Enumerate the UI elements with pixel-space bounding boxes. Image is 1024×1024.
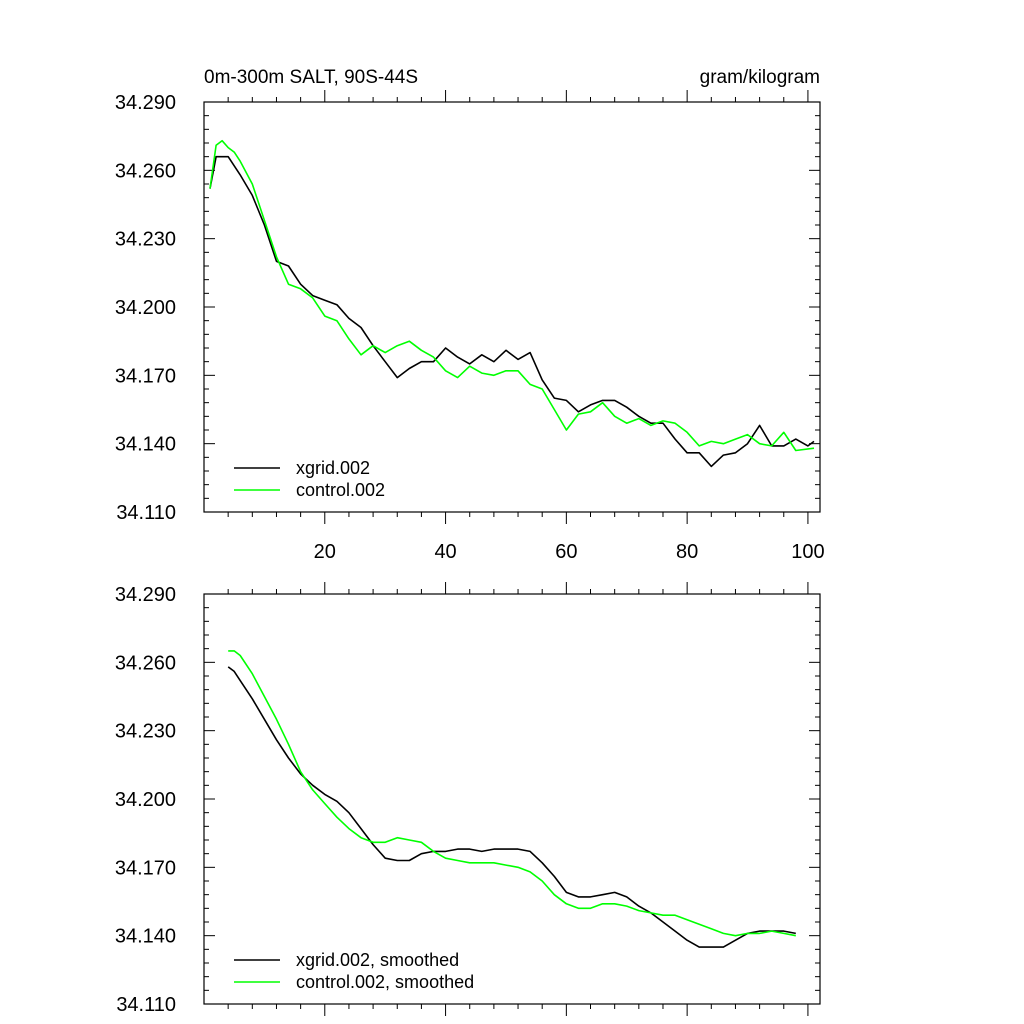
y-tick-label: 34.110 <box>116 502 176 524</box>
series-line-xgrid <box>209 155 815 468</box>
y-tick-label: 34.260 <box>115 652 176 674</box>
y-tick-label: 34.290 <box>115 92 176 114</box>
x-tick-label: 20 <box>314 541 336 563</box>
y-tick-label: 34.230 <box>115 721 176 743</box>
y-tick-label: 34.260 <box>115 160 176 182</box>
x-tick-label: 40 <box>434 541 456 563</box>
series-line-control <box>209 139 815 452</box>
legend-label: xgrid.002 <box>296 458 370 478</box>
y-tick-label: 34.230 <box>115 229 176 251</box>
y-tick-label: 34.170 <box>115 857 176 879</box>
bottom-panel: 34.110 34.140 34.170 34.200 34.230 34.260 34.2… <box>115 582 821 1016</box>
y-tick-label: 34.170 <box>115 365 176 387</box>
legend-label: xgrid.002, smoothed <box>296 950 459 970</box>
series-line-xgrid <box>227 666 796 948</box>
y-tick-label: 34.110 <box>116 994 176 1016</box>
x-tick-label: 80 <box>676 541 698 563</box>
y-tick-label: 34.200 <box>115 297 176 319</box>
units-label: gram/kilogram <box>700 67 820 88</box>
series-line-control <box>228 650 796 937</box>
y-tick-label: 34.290 <box>115 584 176 606</box>
y-tick-label: 34.200 <box>115 789 176 811</box>
legend-label: control.002 <box>296 480 385 500</box>
x-tick-label: 60 <box>555 541 577 563</box>
top-panel: 34.110 34.140 34.170 34.200 34.230 34.260 34.2… <box>115 67 825 563</box>
chart-title: 0m-300m SALT, 90S-44S <box>204 67 418 88</box>
plot-frame <box>203 101 821 513</box>
y-tick-label: 34.140 <box>115 926 176 948</box>
y-tick-label: 34.140 <box>115 434 176 456</box>
x-tick-label: 100 <box>791 541 824 563</box>
plot-frame <box>203 593 821 1005</box>
legend-label: control.002, smoothed <box>296 972 474 992</box>
